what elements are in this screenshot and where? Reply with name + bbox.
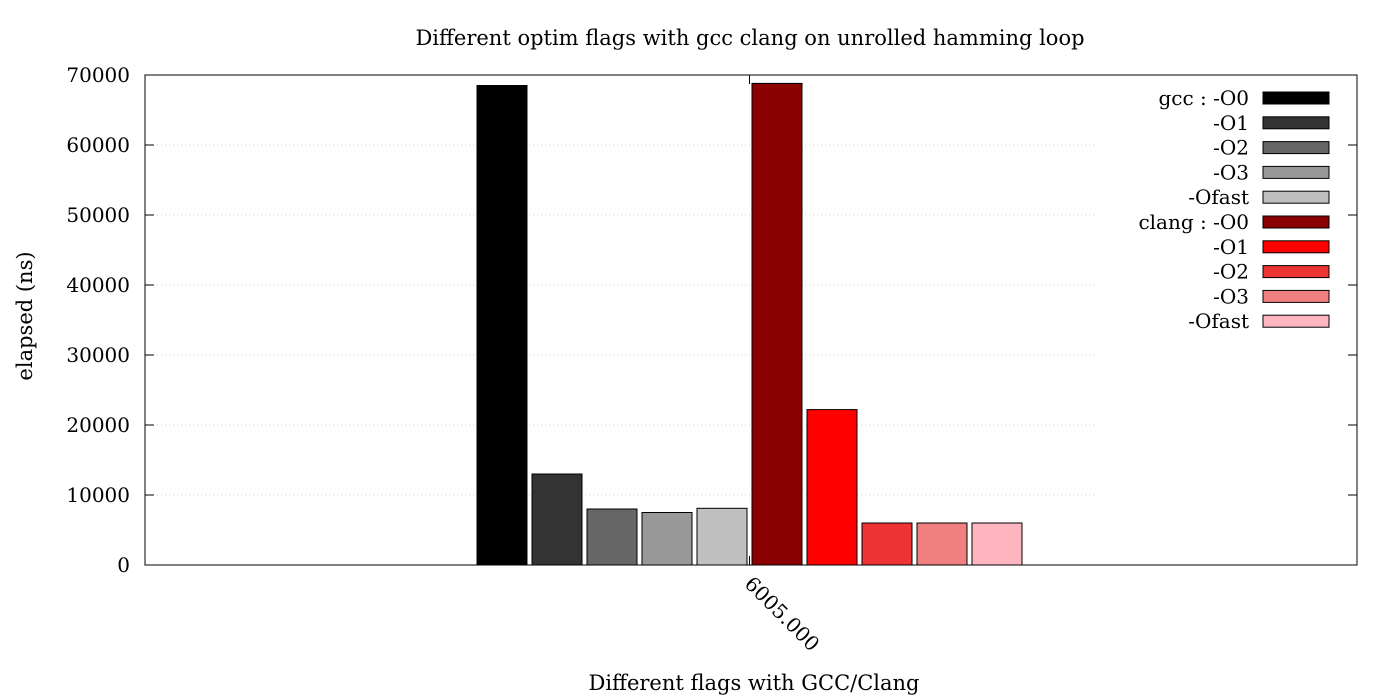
legend-swatch	[1262, 165, 1330, 179]
bar-series-9	[971, 522, 1023, 566]
plot-frame	[144, 74, 1358, 566]
legend-swatch	[1262, 116, 1330, 130]
bar-series-1	[531, 473, 583, 566]
legend-swatch	[1262, 91, 1330, 105]
y-tick-label: 60000	[66, 133, 130, 157]
y-axis-label: elapsed (ns)	[13, 251, 37, 380]
legend-label: clang : -O0	[1138, 210, 1249, 234]
bar-series-0	[476, 85, 528, 566]
bars	[476, 82, 1023, 566]
bar-series-8	[916, 522, 968, 566]
legend-label: -O1	[1213, 111, 1249, 135]
legend-label: -O2	[1213, 136, 1249, 160]
chart-title: Different optim flags with gcc clang on …	[415, 26, 1084, 50]
legend-swatch	[1262, 265, 1330, 279]
legend-label: -O1	[1213, 235, 1249, 259]
bar-series-5	[751, 82, 803, 566]
x-axis-label: Different flags with GCC/Clang	[588, 671, 919, 695]
y-axis-ticks: 0 10000 20000 30000 40000 50000 60000 70000	[66, 63, 1357, 577]
legend-swatch	[1262, 240, 1330, 254]
x-tick-label: 6005.000	[740, 572, 824, 656]
bar-series-3	[641, 512, 693, 566]
legend-swatch	[1262, 314, 1330, 328]
y-tick-label: 70000	[66, 63, 130, 87]
legend-label: -Ofast	[1188, 309, 1249, 333]
y-tick-label: 30000	[66, 343, 130, 367]
legend-label: -Ofast	[1188, 185, 1249, 209]
legend-swatch	[1262, 289, 1330, 303]
legend-swatch	[1262, 141, 1330, 155]
legend-label: gcc : -O0	[1158, 86, 1249, 110]
bar-series-7	[861, 522, 913, 566]
bar-series-4	[696, 507, 748, 566]
y-tick-label: 20000	[66, 413, 130, 437]
y-tick-label: 40000	[66, 273, 130, 297]
y-tick-label: 50000	[66, 203, 130, 227]
legend-label: -O3	[1213, 160, 1249, 184]
y-tick-label: 10000	[66, 483, 130, 507]
grid-lines	[145, 144, 1097, 496]
legend-label: -O3	[1213, 284, 1249, 308]
legend-swatch	[1262, 215, 1330, 229]
y-tick-label: 0	[117, 553, 130, 577]
bar-series-6	[806, 409, 858, 566]
bar-series-2	[586, 508, 638, 566]
legend-label: -O2	[1213, 260, 1249, 284]
legend-swatch	[1262, 190, 1330, 204]
